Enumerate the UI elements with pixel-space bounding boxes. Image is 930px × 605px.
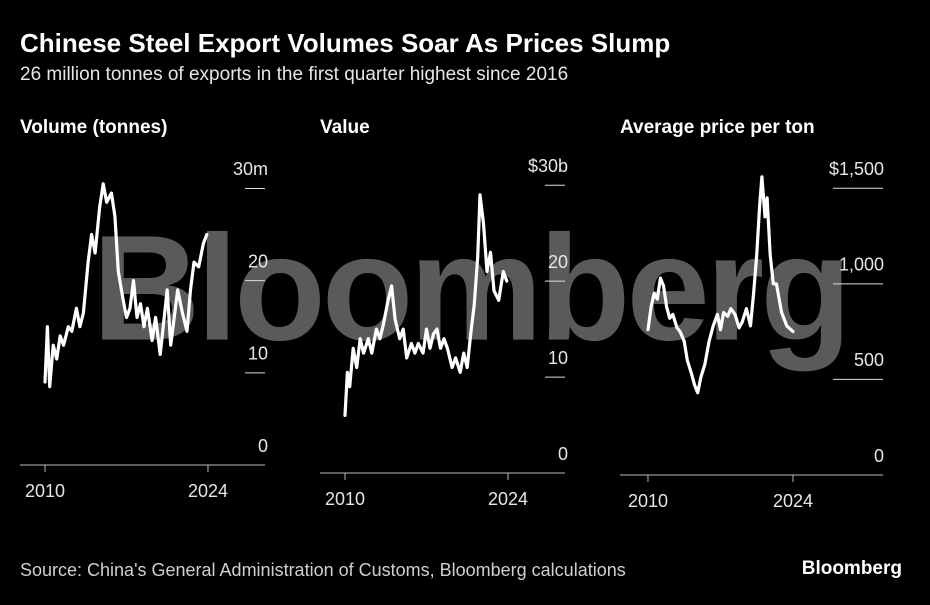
chart-title: Chinese Steel Export Volumes Soar As Pri… (20, 28, 670, 58)
panel-title: Value (320, 117, 370, 138)
y-tick-label: 20 (248, 251, 268, 271)
y-tick-label: $30b (528, 156, 568, 176)
x-tick-label: 2024 (488, 489, 528, 509)
x-tick-label: 2010 (628, 491, 668, 511)
y-tick-label: 0 (558, 444, 568, 464)
y-tick-label: 10 (248, 344, 268, 364)
line (43, 182, 209, 389)
y-tick-label: 0 (258, 436, 268, 456)
y-tick-label: 30m (233, 159, 268, 179)
source: Source: China's General Administration o… (20, 560, 626, 580)
y-tick-label: $1,500 (829, 159, 884, 179)
y-tick-label: 0 (874, 446, 884, 466)
y-tick-label: 500 (854, 350, 884, 370)
x-tick-label: 2010 (325, 489, 365, 509)
line (343, 193, 509, 417)
logo: Bloomberg (802, 558, 902, 579)
chart-subtitle: 26 million tonnes of exports in the firs… (20, 64, 568, 85)
x-tick-label: 2024 (773, 491, 813, 511)
watermark: Bloomberg (92, 204, 848, 372)
y-tick-label: 10 (548, 348, 568, 368)
panel-title: Volume (tonnes) (20, 117, 167, 138)
x-tick-label: 2024 (188, 481, 228, 501)
x-tick-label: 2010 (25, 481, 65, 501)
y-tick-label: 1,000 (839, 255, 884, 275)
y-tick-label: 20 (548, 252, 568, 272)
line (646, 175, 795, 395)
panel-title: Average price per ton (620, 117, 815, 138)
